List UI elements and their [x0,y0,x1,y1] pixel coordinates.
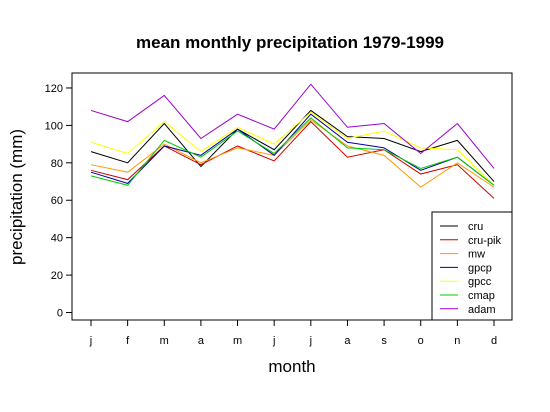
x-tick-label: m [233,335,242,347]
legend-label-cru: cru [468,221,483,233]
series-line-mw [90,119,495,188]
series-lines [90,83,495,199]
series-line-adam [90,83,495,169]
y-axis-label: precipitation (mm) [7,129,26,265]
y-tick-label: 40 [51,233,63,245]
legend-box [431,211,513,321]
plot-frame [71,72,513,321]
x-tick-label: a [344,335,351,347]
legend-label-mw: mw [468,249,485,261]
x-tick-label: f [126,335,130,347]
legend-label-cru-pik: cru-pik [468,235,502,247]
x-tick-label: a [198,335,205,347]
chart-title: mean monthly precipitation 1979-1999 [136,33,444,52]
y-tick-label: 120 [45,83,63,95]
x-tick-label: m [160,335,169,347]
x-tick-label: j [309,335,312,347]
x-tick-label: j [89,335,92,347]
x-axis-label: month [268,357,315,376]
y-tick-label: 60 [51,195,63,207]
y-tick-label: 80 [51,158,63,170]
y-tick-label: 100 [45,120,63,132]
legend-label-gpcc: gpcc [468,276,492,288]
legend-label-gpcp: gpcp [468,262,492,274]
series-line-cmap [90,117,495,186]
x-tick-label: s [381,335,387,347]
x-tick-label: o [418,335,424,347]
y-tick-label: 20 [51,270,63,282]
x-tick-label: j [272,335,275,347]
series-line-cru [90,109,495,182]
series-line-gpcc [90,111,495,186]
legend-label-cmap: cmap [468,290,495,302]
legend-label-adam: adam [468,304,496,316]
x-tick-label: n [454,335,460,347]
x-tick-label: d [491,335,497,347]
y-axis: 0 20 40 60 80 100 120 [45,83,72,320]
series-line-gpcp [90,113,495,186]
y-tick-label: 0 [57,308,63,320]
